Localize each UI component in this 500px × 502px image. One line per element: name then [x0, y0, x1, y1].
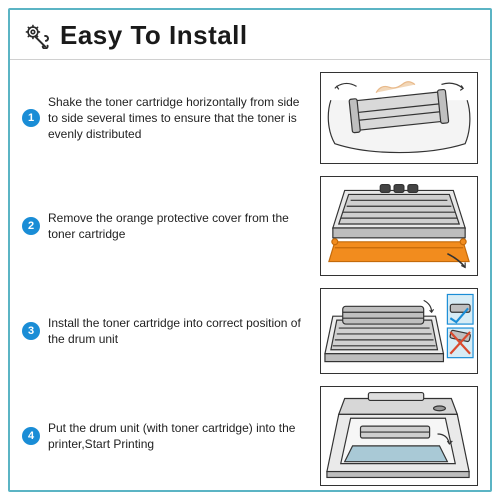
step-illustration-remove-cover [320, 176, 478, 276]
step-badge: 3 [22, 322, 40, 340]
step-illustration-shake [320, 72, 478, 164]
step-illustration-printer [320, 386, 478, 486]
step-badge: 1 [22, 109, 40, 127]
page-title: Easy To Install [60, 20, 248, 51]
panel-frame: Easy To Install 1 Shake the toner cartri… [8, 8, 492, 492]
wrench-gear-icon [24, 23, 50, 49]
step-4: 4 Put the drum unit (with toner cartridg… [22, 380, 478, 492]
step-text: Shake the toner cartridge horizontally f… [48, 94, 312, 143]
header: Easy To Install [10, 10, 490, 60]
step-badge: 4 [22, 427, 40, 445]
step-text: Install the toner cartridge into correct… [48, 315, 312, 347]
step-text: Remove the orange protective cover from … [48, 210, 312, 242]
step-3: 3 Install the toner cartridge into corre… [22, 282, 478, 380]
step-illustration-install-drum [320, 288, 478, 374]
step-text: Put the drum unit (with toner cartridge)… [48, 420, 312, 452]
step-1: 1 Shake the toner cartridge horizontally… [22, 66, 478, 170]
steps-list: 1 Shake the toner cartridge horizontally… [10, 60, 490, 502]
step-2: 2 Remove the orange protective cover fro… [22, 170, 478, 282]
step-badge: 2 [22, 217, 40, 235]
